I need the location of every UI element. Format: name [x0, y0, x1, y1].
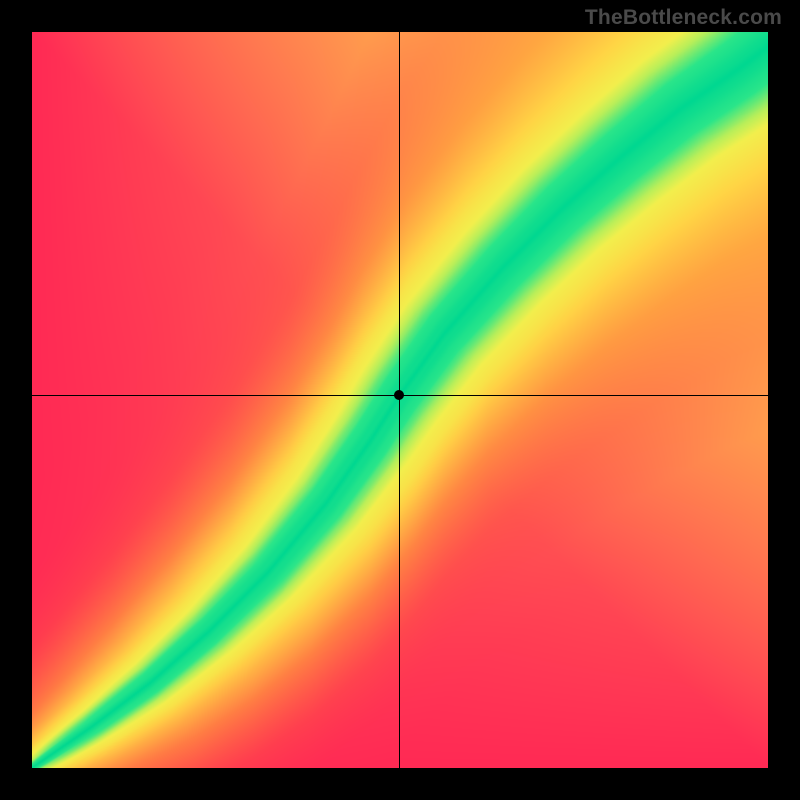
heatmap-canvas [32, 32, 768, 768]
crosshair-marker [394, 390, 404, 400]
crosshair-vertical [399, 32, 400, 768]
watermark-text: TheBottleneck.com [585, 6, 782, 30]
heatmap-plot [32, 32, 768, 768]
